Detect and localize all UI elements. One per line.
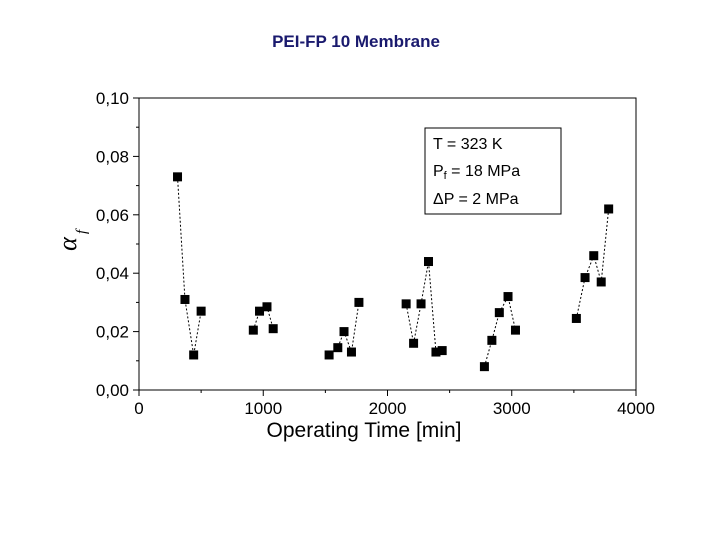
data-point <box>401 299 411 309</box>
y-axis-label-main: α <box>53 236 82 251</box>
series-line <box>483 295 516 367</box>
data-point <box>173 172 183 182</box>
data-point <box>479 362 489 372</box>
legend-line-feed-pressure: Pf = 18 MPa <box>433 163 520 182</box>
legend-line-2-main: ΔP = 2 MPa <box>433 191 519 208</box>
data-point <box>324 350 334 360</box>
x-axis-label: Operating Time [min] <box>267 419 462 442</box>
y-axis-label: α f <box>53 228 90 251</box>
y-tick-label: 0,04 <box>96 264 129 283</box>
series-line <box>575 208 610 319</box>
y-tick-label: 0,10 <box>96 89 129 108</box>
series-line <box>177 176 202 356</box>
data-point <box>339 327 349 337</box>
data-point <box>510 325 520 335</box>
legend-line-1-sub: f <box>444 170 448 182</box>
data-point <box>268 324 278 334</box>
data-point <box>346 347 356 357</box>
data-point <box>409 338 419 348</box>
x-tick-label: 3000 <box>493 399 531 418</box>
legend-line-1-rest: = 18 MPa <box>447 163 520 180</box>
data-point <box>248 325 258 335</box>
data-point <box>196 306 206 316</box>
data-point <box>416 299 426 309</box>
y-tick-label: 0,06 <box>96 206 129 225</box>
y-axis-label-sub: f <box>74 228 90 234</box>
y-axis-ticks: 0,00 0,02 0,04 0,06 0,08 0,10 <box>96 89 139 400</box>
x-tick-label: 0 <box>134 399 143 418</box>
chart-title: PEI-FP 10 Membrane <box>272 32 440 51</box>
legend-line-1-main: P <box>433 163 444 180</box>
data-point <box>431 347 441 357</box>
data-point <box>571 313 581 323</box>
data-point <box>589 251 599 261</box>
data-point <box>487 335 497 345</box>
data-point <box>604 204 614 214</box>
data-point <box>494 308 504 318</box>
series-line <box>405 261 443 353</box>
data-point <box>437 346 447 356</box>
y-tick-label: 0,00 <box>96 381 129 400</box>
legend: T = 323 K Pf = 18 MPa ΔP = 2 MPa <box>424 127 562 215</box>
data-point <box>189 350 199 360</box>
data-point <box>580 273 590 283</box>
series-layer <box>173 172 614 372</box>
legend-line-temperature: T = 323 K <box>433 136 503 153</box>
legend-box <box>424 127 562 215</box>
x-tick-label: 2000 <box>369 399 407 418</box>
x-tick-label: 4000 <box>617 399 655 418</box>
data-point <box>262 302 272 312</box>
y-tick-label: 0,02 <box>96 323 129 342</box>
data-point <box>596 277 606 287</box>
y-tick-label: 0,08 <box>96 147 129 166</box>
data-point <box>255 306 265 316</box>
data-point <box>333 343 343 353</box>
legend-line-0-main: T = 323 K <box>433 136 503 153</box>
data-point <box>180 294 190 304</box>
data-point <box>424 257 434 267</box>
x-axis-ticks: 0 1000 2000 3000 4000 <box>134 390 655 418</box>
x-tick-label: 1000 <box>244 399 282 418</box>
legend-line-pressure-drop: ΔP = 2 MPa <box>433 191 519 208</box>
data-point <box>503 292 513 302</box>
data-point <box>354 297 364 307</box>
